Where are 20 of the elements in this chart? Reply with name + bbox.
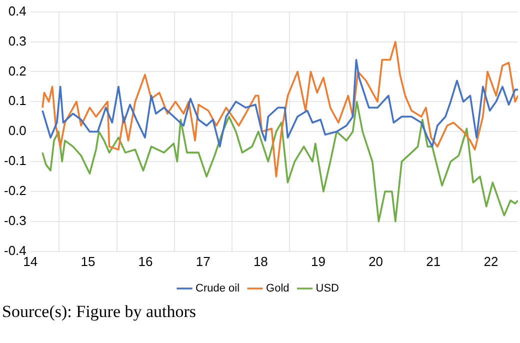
- x-tick-label: 18: [253, 254, 268, 269]
- y-tick-label: 0.3: [8, 33, 26, 48]
- x-tick-label: 21: [426, 254, 441, 269]
- legend-label: USD: [316, 282, 340, 295]
- x-tick-label: 19: [311, 254, 326, 269]
- y-tick-label: -0.3: [4, 213, 26, 228]
- y-tick-label: 0.1: [8, 93, 26, 108]
- y-tick-label: 0.2: [8, 63, 26, 78]
- y-tick-label: 0.4: [8, 3, 26, 18]
- y-tick-label: 0.0: [8, 123, 26, 138]
- legend-label: Crude oil: [196, 282, 240, 295]
- source-note: Source(s): Figure by authors: [2, 302, 196, 322]
- legend-label: Gold: [266, 282, 290, 295]
- y-tick-label: -0.1: [4, 153, 26, 168]
- y-tick-label: -0.2: [4, 183, 26, 198]
- x-tick-label: 22: [484, 254, 498, 269]
- x-tick-label: 15: [80, 254, 96, 269]
- x-tick-label: 17: [196, 254, 210, 269]
- x-tick-label: 16: [138, 254, 153, 269]
- x-tick-label: 20: [368, 254, 384, 269]
